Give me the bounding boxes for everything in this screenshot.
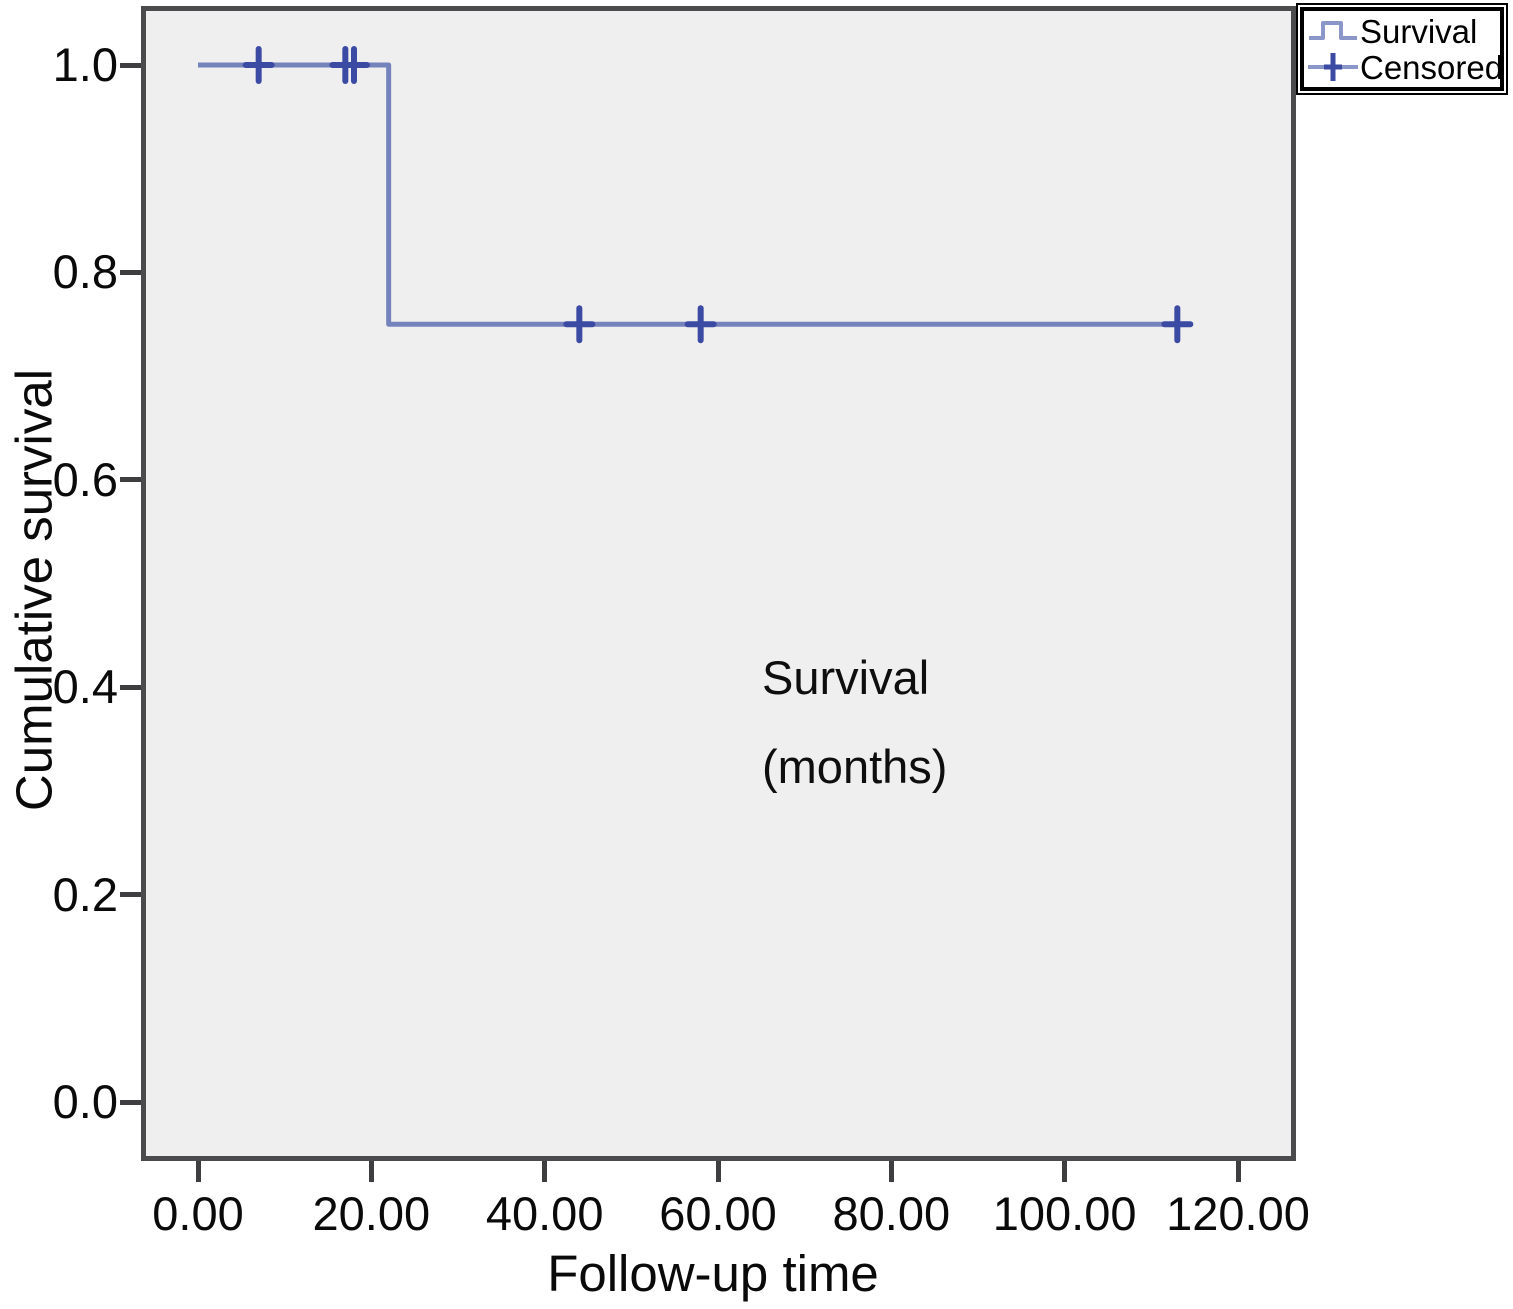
y-tick-label: 0.8 [52, 245, 118, 299]
x-tick-label: 100.00 [992, 1187, 1137, 1240]
survival-step-line-icon [1309, 21, 1357, 40]
legend-item-censored: Censored [1306, 48, 1504, 86]
y-axis-title: Cumulative survival [5, 368, 63, 812]
censored-marker [1161, 305, 1194, 344]
x-tick-label: 120.00 [1166, 1187, 1310, 1240]
x-tick-label: 40.00 [485, 1187, 604, 1240]
legend-item-survival: Survival [1306, 13, 1500, 49]
y-tick-label: 0.4 [52, 660, 118, 714]
y-tick-mark [120, 62, 141, 68]
y-tick-mark [120, 477, 141, 483]
censored-marker [338, 46, 370, 84]
censored-marker [563, 305, 596, 344]
legend-label-survival: Survival [1360, 12, 1478, 50]
y-tick-mark [120, 684, 141, 690]
y-tick-mark [120, 269, 141, 275]
annotation-line1: Survival [762, 651, 930, 704]
x-tick-label: 80.00 [832, 1187, 951, 1240]
plot-area: Survival (months) [141, 6, 1296, 1161]
plot-annotation: Survival (months) [762, 633, 947, 811]
censored-plus-icon [1308, 53, 1358, 81]
x-tick-mark [542, 1161, 548, 1182]
y-tick-label: 0.2 [52, 867, 118, 921]
censored-marker [684, 305, 717, 344]
annotation-line2: (months) [762, 740, 948, 793]
y-tick-mark [120, 1099, 141, 1105]
x-tick-label: 20.00 [312, 1187, 431, 1240]
x-tick-mark [1062, 1161, 1068, 1182]
x-tick-mark [888, 1161, 894, 1182]
censored-marker [242, 46, 275, 84]
survival-curve-svg [198, 46, 1194, 344]
x-tick-mark [195, 1161, 201, 1182]
x-axis-title: Follow-up time [547, 1245, 879, 1302]
legend: Survival Censored [1296, 3, 1508, 95]
x-tick-label: 60.00 [659, 1187, 777, 1240]
y-tick-mark [120, 892, 141, 898]
x-tick-mark [368, 1161, 374, 1182]
y-tick-label: 0.6 [52, 452, 118, 506]
x-tick-mark [715, 1161, 721, 1182]
survival-step-line [198, 62, 1178, 327]
y-tick-label: 0.0 [52, 1075, 118, 1128]
x-tick-label: 0.00 [152, 1187, 244, 1240]
legend-label-censored: Censored [1360, 48, 1504, 86]
x-tick-mark [1235, 1161, 1241, 1182]
y-tick-label: 1.0 [52, 38, 118, 91]
